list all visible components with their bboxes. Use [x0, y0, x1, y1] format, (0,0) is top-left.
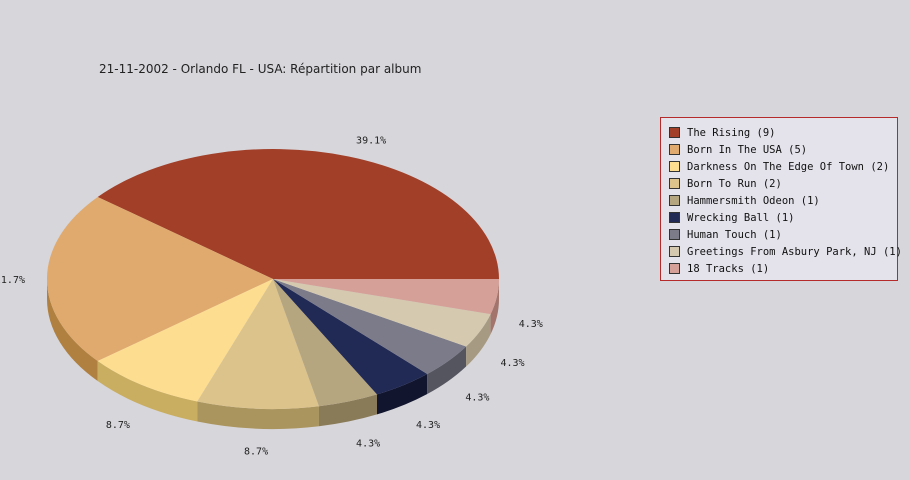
pie-slice — [273, 279, 377, 407]
legend-swatch — [669, 161, 680, 172]
legend-label: Hammersmith Odeon (1) — [687, 194, 820, 207]
pie-slice — [97, 279, 274, 402]
pie-slice-side — [97, 361, 198, 422]
slice-percent-label: 8.7% — [106, 420, 130, 431]
legend-swatch — [669, 178, 680, 189]
legend-swatch — [669, 212, 680, 223]
legend: The Rising (9) Born In The USA (5) Darknes… — [660, 117, 902, 281]
legend-label: Darkness On The Edge Of Town (2) — [687, 160, 890, 173]
pie-slice — [273, 279, 467, 375]
legend-label: Greetings From Asbury Park, NJ (1) — [687, 245, 902, 258]
legend-item: Human Touch (1) — [669, 226, 897, 243]
legend-swatch — [669, 263, 680, 274]
legend-item: 18 Tracks (1) — [669, 260, 897, 277]
legend-swatch — [669, 229, 680, 240]
slice-percent-label: 4.3% — [500, 358, 524, 369]
slice-percent-label: 4.3% — [465, 392, 489, 403]
legend-swatch — [669, 127, 680, 138]
legend-label: Wrecking Ball (1) — [687, 211, 795, 224]
legend-item: Born In The USA (5) — [669, 141, 897, 158]
pie-slice — [273, 279, 499, 315]
legend-item: The Rising (9) — [669, 124, 897, 141]
pie-side-walls — [47, 279, 499, 429]
slice-percent-label: 21.7% — [0, 275, 25, 286]
legend-label: Born To Run (2) — [687, 177, 782, 190]
legend-swatch — [669, 144, 680, 155]
legend-item: Darkness On The Edge Of Town (2) — [669, 158, 897, 175]
legend-item: Hammersmith Odeon (1) — [669, 192, 897, 209]
pie-slice-side — [427, 346, 467, 395]
legend-item: Wrecking Ball (1) — [669, 209, 897, 226]
slice-percent-label: 4.3% — [356, 438, 380, 449]
pie-slice-side — [490, 279, 499, 335]
legend-swatch — [669, 195, 680, 206]
legend-swatch — [669, 246, 680, 257]
legend-label: Human Touch (1) — [687, 228, 782, 241]
legend-item: Born To Run (2) — [669, 175, 897, 192]
legend-label: 18 Tracks (1) — [687, 262, 770, 275]
pie-slice — [46, 196, 274, 362]
slice-percent-label: 8.7% — [244, 447, 268, 458]
pie-slice-side — [197, 401, 319, 429]
slice-percent-label: 4.3% — [519, 319, 543, 330]
pie-slice — [197, 279, 319, 409]
chart-title: 21-11-2002 - Orlando FL - USA: Répartiti… — [99, 62, 422, 76]
slice-percent-label: 39.1% — [356, 136, 386, 147]
legend-label: The Rising (9) — [687, 126, 776, 139]
pie-slice-side — [376, 374, 428, 415]
pie-slice — [97, 149, 500, 279]
pie-slice — [273, 279, 491, 347]
pie-slice-side — [47, 279, 98, 382]
pie-slice-side — [466, 314, 491, 367]
pie-slice-side — [318, 394, 377, 427]
slice-percent-label: 4.3% — [416, 420, 440, 431]
pie-slice — [273, 279, 428, 395]
legend-label: Born In The USA (5) — [687, 143, 808, 156]
legend-item: Greetings From Asbury Park, NJ (1) — [669, 243, 902, 260]
